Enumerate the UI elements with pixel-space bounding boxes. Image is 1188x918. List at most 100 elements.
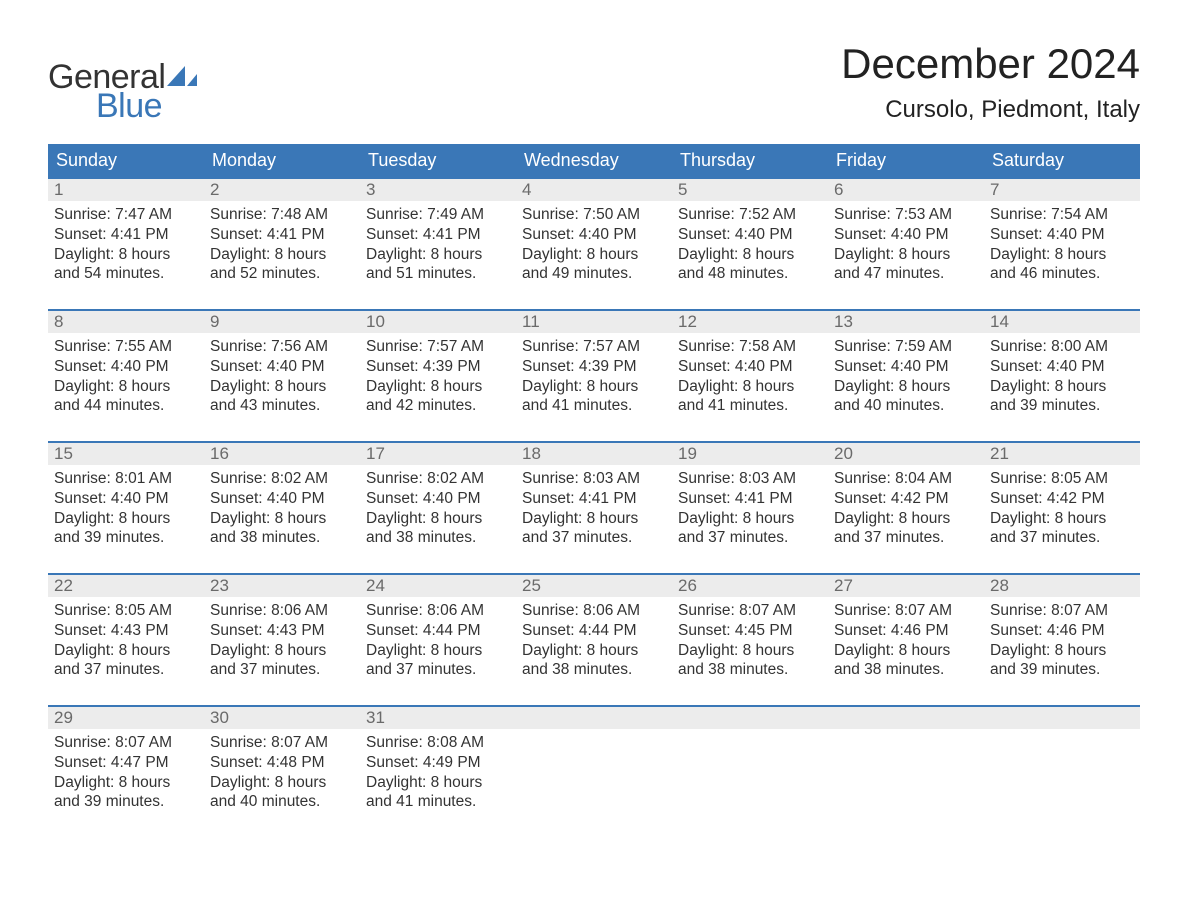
daylight-text: Daylight: 8 hours and 41 minutes. (678, 377, 822, 417)
location: Cursolo, Piedmont, Italy (841, 96, 1140, 124)
sunrise-text: Sunrise: 8:07 AM (834, 601, 978, 621)
daylight-text: Daylight: 8 hours and 38 minutes. (834, 641, 978, 681)
day-cell (516, 707, 672, 815)
sunrise-text: Sunrise: 8:07 AM (54, 733, 198, 753)
daylight-text: Daylight: 8 hours and 38 minutes. (366, 509, 510, 549)
sunrise-text: Sunrise: 7:57 AM (366, 337, 510, 357)
daylight-text: Daylight: 8 hours and 37 minutes. (54, 641, 198, 681)
sunrise-text: Sunrise: 8:00 AM (990, 337, 1134, 357)
sunset-text: Sunset: 4:45 PM (678, 621, 822, 641)
day-cell: 29Sunrise: 8:07 AMSunset: 4:47 PMDayligh… (48, 707, 204, 815)
sunrise-text: Sunrise: 8:06 AM (522, 601, 666, 621)
day-number: 16 (204, 443, 360, 465)
week-row: 1Sunrise: 7:47 AMSunset: 4:41 PMDaylight… (48, 177, 1140, 287)
day-number: 9 (204, 311, 360, 333)
week-row: 15Sunrise: 8:01 AMSunset: 4:40 PMDayligh… (48, 441, 1140, 551)
sunrise-text: Sunrise: 7:57 AM (522, 337, 666, 357)
day-header: Sunday (48, 144, 204, 177)
day-cell: 20Sunrise: 8:04 AMSunset: 4:42 PMDayligh… (828, 443, 984, 551)
sunset-text: Sunset: 4:39 PM (366, 357, 510, 377)
sunrise-text: Sunrise: 7:59 AM (834, 337, 978, 357)
day-cell: 3Sunrise: 7:49 AMSunset: 4:41 PMDaylight… (360, 179, 516, 287)
day-cell: 18Sunrise: 8:03 AMSunset: 4:41 PMDayligh… (516, 443, 672, 551)
day-cell: 17Sunrise: 8:02 AMSunset: 4:40 PMDayligh… (360, 443, 516, 551)
day-number: 30 (204, 707, 360, 729)
sunrise-text: Sunrise: 7:49 AM (366, 205, 510, 225)
sunrise-text: Sunrise: 8:02 AM (366, 469, 510, 489)
sunrise-text: Sunrise: 8:07 AM (678, 601, 822, 621)
daylight-text: Daylight: 8 hours and 37 minutes. (834, 509, 978, 549)
day-body: Sunrise: 8:04 AMSunset: 4:42 PMDaylight:… (828, 465, 984, 550)
day-number: 25 (516, 575, 672, 597)
day-body: Sunrise: 8:07 AMSunset: 4:48 PMDaylight:… (204, 729, 360, 814)
day-number: 11 (516, 311, 672, 333)
day-cell: 30Sunrise: 8:07 AMSunset: 4:48 PMDayligh… (204, 707, 360, 815)
daylight-text: Daylight: 8 hours and 37 minutes. (522, 509, 666, 549)
daylight-text: Daylight: 8 hours and 44 minutes. (54, 377, 198, 417)
sunset-text: Sunset: 4:43 PM (210, 621, 354, 641)
day-body: Sunrise: 7:58 AMSunset: 4:40 PMDaylight:… (672, 333, 828, 418)
day-number: 7 (984, 179, 1140, 201)
calendar: SundayMondayTuesdayWednesdayThursdayFrid… (48, 144, 1140, 815)
day-number: 15 (48, 443, 204, 465)
day-number: 6 (828, 179, 984, 201)
day-body: Sunrise: 7:48 AMSunset: 4:41 PMDaylight:… (204, 201, 360, 286)
daylight-text: Daylight: 8 hours and 37 minutes. (210, 641, 354, 681)
sunset-text: Sunset: 4:41 PM (210, 225, 354, 245)
day-cell: 11Sunrise: 7:57 AMSunset: 4:39 PMDayligh… (516, 311, 672, 419)
logo: General Blue (48, 58, 197, 126)
sunrise-text: Sunrise: 7:58 AM (678, 337, 822, 357)
sunset-text: Sunset: 4:47 PM (54, 753, 198, 773)
day-cell: 5Sunrise: 7:52 AMSunset: 4:40 PMDaylight… (672, 179, 828, 287)
daylight-text: Daylight: 8 hours and 37 minutes. (990, 509, 1134, 549)
daylight-text: Daylight: 8 hours and 51 minutes. (366, 245, 510, 285)
day-body: Sunrise: 7:53 AMSunset: 4:40 PMDaylight:… (828, 201, 984, 286)
day-cell: 7Sunrise: 7:54 AMSunset: 4:40 PMDaylight… (984, 179, 1140, 287)
sunrise-text: Sunrise: 8:06 AM (366, 601, 510, 621)
day-number: 24 (360, 575, 516, 597)
sunset-text: Sunset: 4:40 PM (210, 489, 354, 509)
sunset-text: Sunset: 4:42 PM (990, 489, 1134, 509)
sunrise-text: Sunrise: 7:48 AM (210, 205, 354, 225)
day-number: 22 (48, 575, 204, 597)
sunrise-text: Sunrise: 7:54 AM (990, 205, 1134, 225)
day-cell: 28Sunrise: 8:07 AMSunset: 4:46 PMDayligh… (984, 575, 1140, 683)
day-number: 12 (672, 311, 828, 333)
sunset-text: Sunset: 4:41 PM (366, 225, 510, 245)
daylight-text: Daylight: 8 hours and 43 minutes. (210, 377, 354, 417)
day-body: Sunrise: 8:02 AMSunset: 4:40 PMDaylight:… (204, 465, 360, 550)
daylight-text: Daylight: 8 hours and 46 minutes. (990, 245, 1134, 285)
daylight-text: Daylight: 8 hours and 37 minutes. (366, 641, 510, 681)
day-header: Monday (204, 144, 360, 177)
sunset-text: Sunset: 4:40 PM (54, 357, 198, 377)
sunset-text: Sunset: 4:39 PM (522, 357, 666, 377)
day-body: Sunrise: 8:07 AMSunset: 4:46 PMDaylight:… (984, 597, 1140, 682)
day-body: Sunrise: 8:03 AMSunset: 4:41 PMDaylight:… (516, 465, 672, 550)
day-cell: 26Sunrise: 8:07 AMSunset: 4:45 PMDayligh… (672, 575, 828, 683)
logo-blue-text: Blue (96, 87, 197, 126)
sunset-text: Sunset: 4:48 PM (210, 753, 354, 773)
day-number: 14 (984, 311, 1140, 333)
day-cell: 9Sunrise: 7:56 AMSunset: 4:40 PMDaylight… (204, 311, 360, 419)
sunset-text: Sunset: 4:43 PM (54, 621, 198, 641)
sunset-text: Sunset: 4:41 PM (522, 489, 666, 509)
day-number: 23 (204, 575, 360, 597)
day-body: Sunrise: 7:57 AMSunset: 4:39 PMDaylight:… (516, 333, 672, 418)
sunset-text: Sunset: 4:40 PM (678, 357, 822, 377)
sunset-text: Sunset: 4:40 PM (54, 489, 198, 509)
day-number: 26 (672, 575, 828, 597)
day-body: Sunrise: 8:07 AMSunset: 4:46 PMDaylight:… (828, 597, 984, 682)
sunrise-text: Sunrise: 8:06 AM (210, 601, 354, 621)
day-cell: 19Sunrise: 8:03 AMSunset: 4:41 PMDayligh… (672, 443, 828, 551)
daylight-text: Daylight: 8 hours and 52 minutes. (210, 245, 354, 285)
daylight-text: Daylight: 8 hours and 37 minutes. (678, 509, 822, 549)
day-body: Sunrise: 7:52 AMSunset: 4:40 PMDaylight:… (672, 201, 828, 286)
day-body: Sunrise: 8:03 AMSunset: 4:41 PMDaylight:… (672, 465, 828, 550)
day-cell: 23 Sunrise: 8:06 AMSunset: 4:43 PMDayligh… (204, 575, 360, 683)
day-number: 5 (672, 179, 828, 201)
day-cell: 4Sunrise: 7:50 AMSunset: 4:40 PMDaylight… (516, 179, 672, 287)
week-row: 8Sunrise: 7:55 AMSunset: 4:40 PMDaylight… (48, 309, 1140, 419)
day-body: Sunrise: 8:01 AMSunset: 4:40 PMDaylight:… (48, 465, 204, 550)
day-cell (828, 707, 984, 815)
day-number: 21 (984, 443, 1140, 465)
